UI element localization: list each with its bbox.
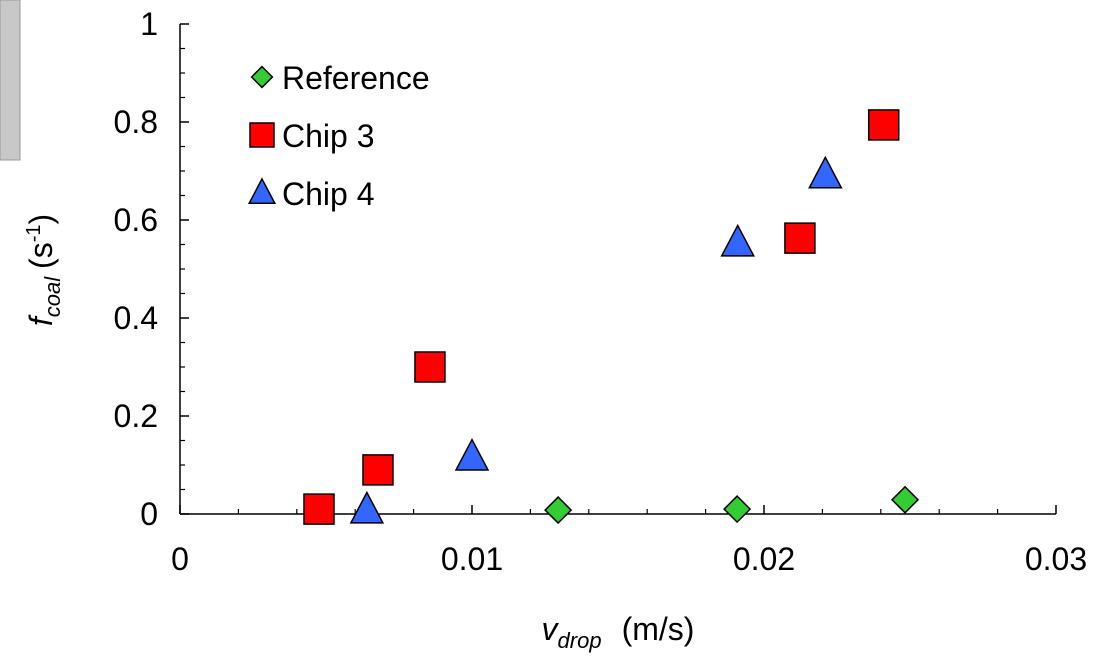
point <box>784 222 816 254</box>
x-label-unit: (m/s) <box>622 611 695 647</box>
x-tick-label: 0.03 <box>1025 541 1087 577</box>
legend-marker <box>247 177 277 204</box>
cropped-photo <box>0 0 21 161</box>
legend-label: Chip 4 <box>282 176 375 212</box>
point <box>720 223 755 257</box>
point <box>414 351 446 383</box>
point <box>349 490 385 524</box>
y-label-end: ) <box>23 214 59 225</box>
point <box>867 109 900 141</box>
y-label-unit: (s <box>23 242 59 269</box>
legend-label: Reference <box>282 60 430 96</box>
x-label-main: v <box>542 611 560 647</box>
y-tick-label: 0.4 <box>114 300 158 336</box>
legend-marker <box>250 65 274 89</box>
y-tick-label: 0.2 <box>114 398 158 434</box>
x-tick-label: 0 <box>171 541 189 577</box>
y-tick-label: 0.6 <box>114 202 158 238</box>
point <box>890 485 920 514</box>
point <box>723 495 752 524</box>
y-tick-label: 0.8 <box>114 104 158 140</box>
y-tick-label: 0 <box>140 496 158 532</box>
point <box>808 155 843 189</box>
x-axis-label: vdrop (m/s) <box>542 611 695 653</box>
legend-marker <box>249 122 275 148</box>
point <box>454 437 490 471</box>
point <box>544 496 573 525</box>
y-tick-label: 1 <box>140 6 158 42</box>
point <box>303 493 335 525</box>
point <box>362 454 394 486</box>
legend-label: Chip 3 <box>282 118 375 154</box>
x-tick-label: 0.01 <box>441 541 503 577</box>
y-axis-label: fcoal(s-1) <box>23 214 65 326</box>
y-label-sup: -1 <box>23 224 45 242</box>
x-label-sub: drop <box>558 628 602 653</box>
y-label-sub: coal <box>40 276 65 317</box>
x-tick-label: 0.02 <box>733 541 795 577</box>
